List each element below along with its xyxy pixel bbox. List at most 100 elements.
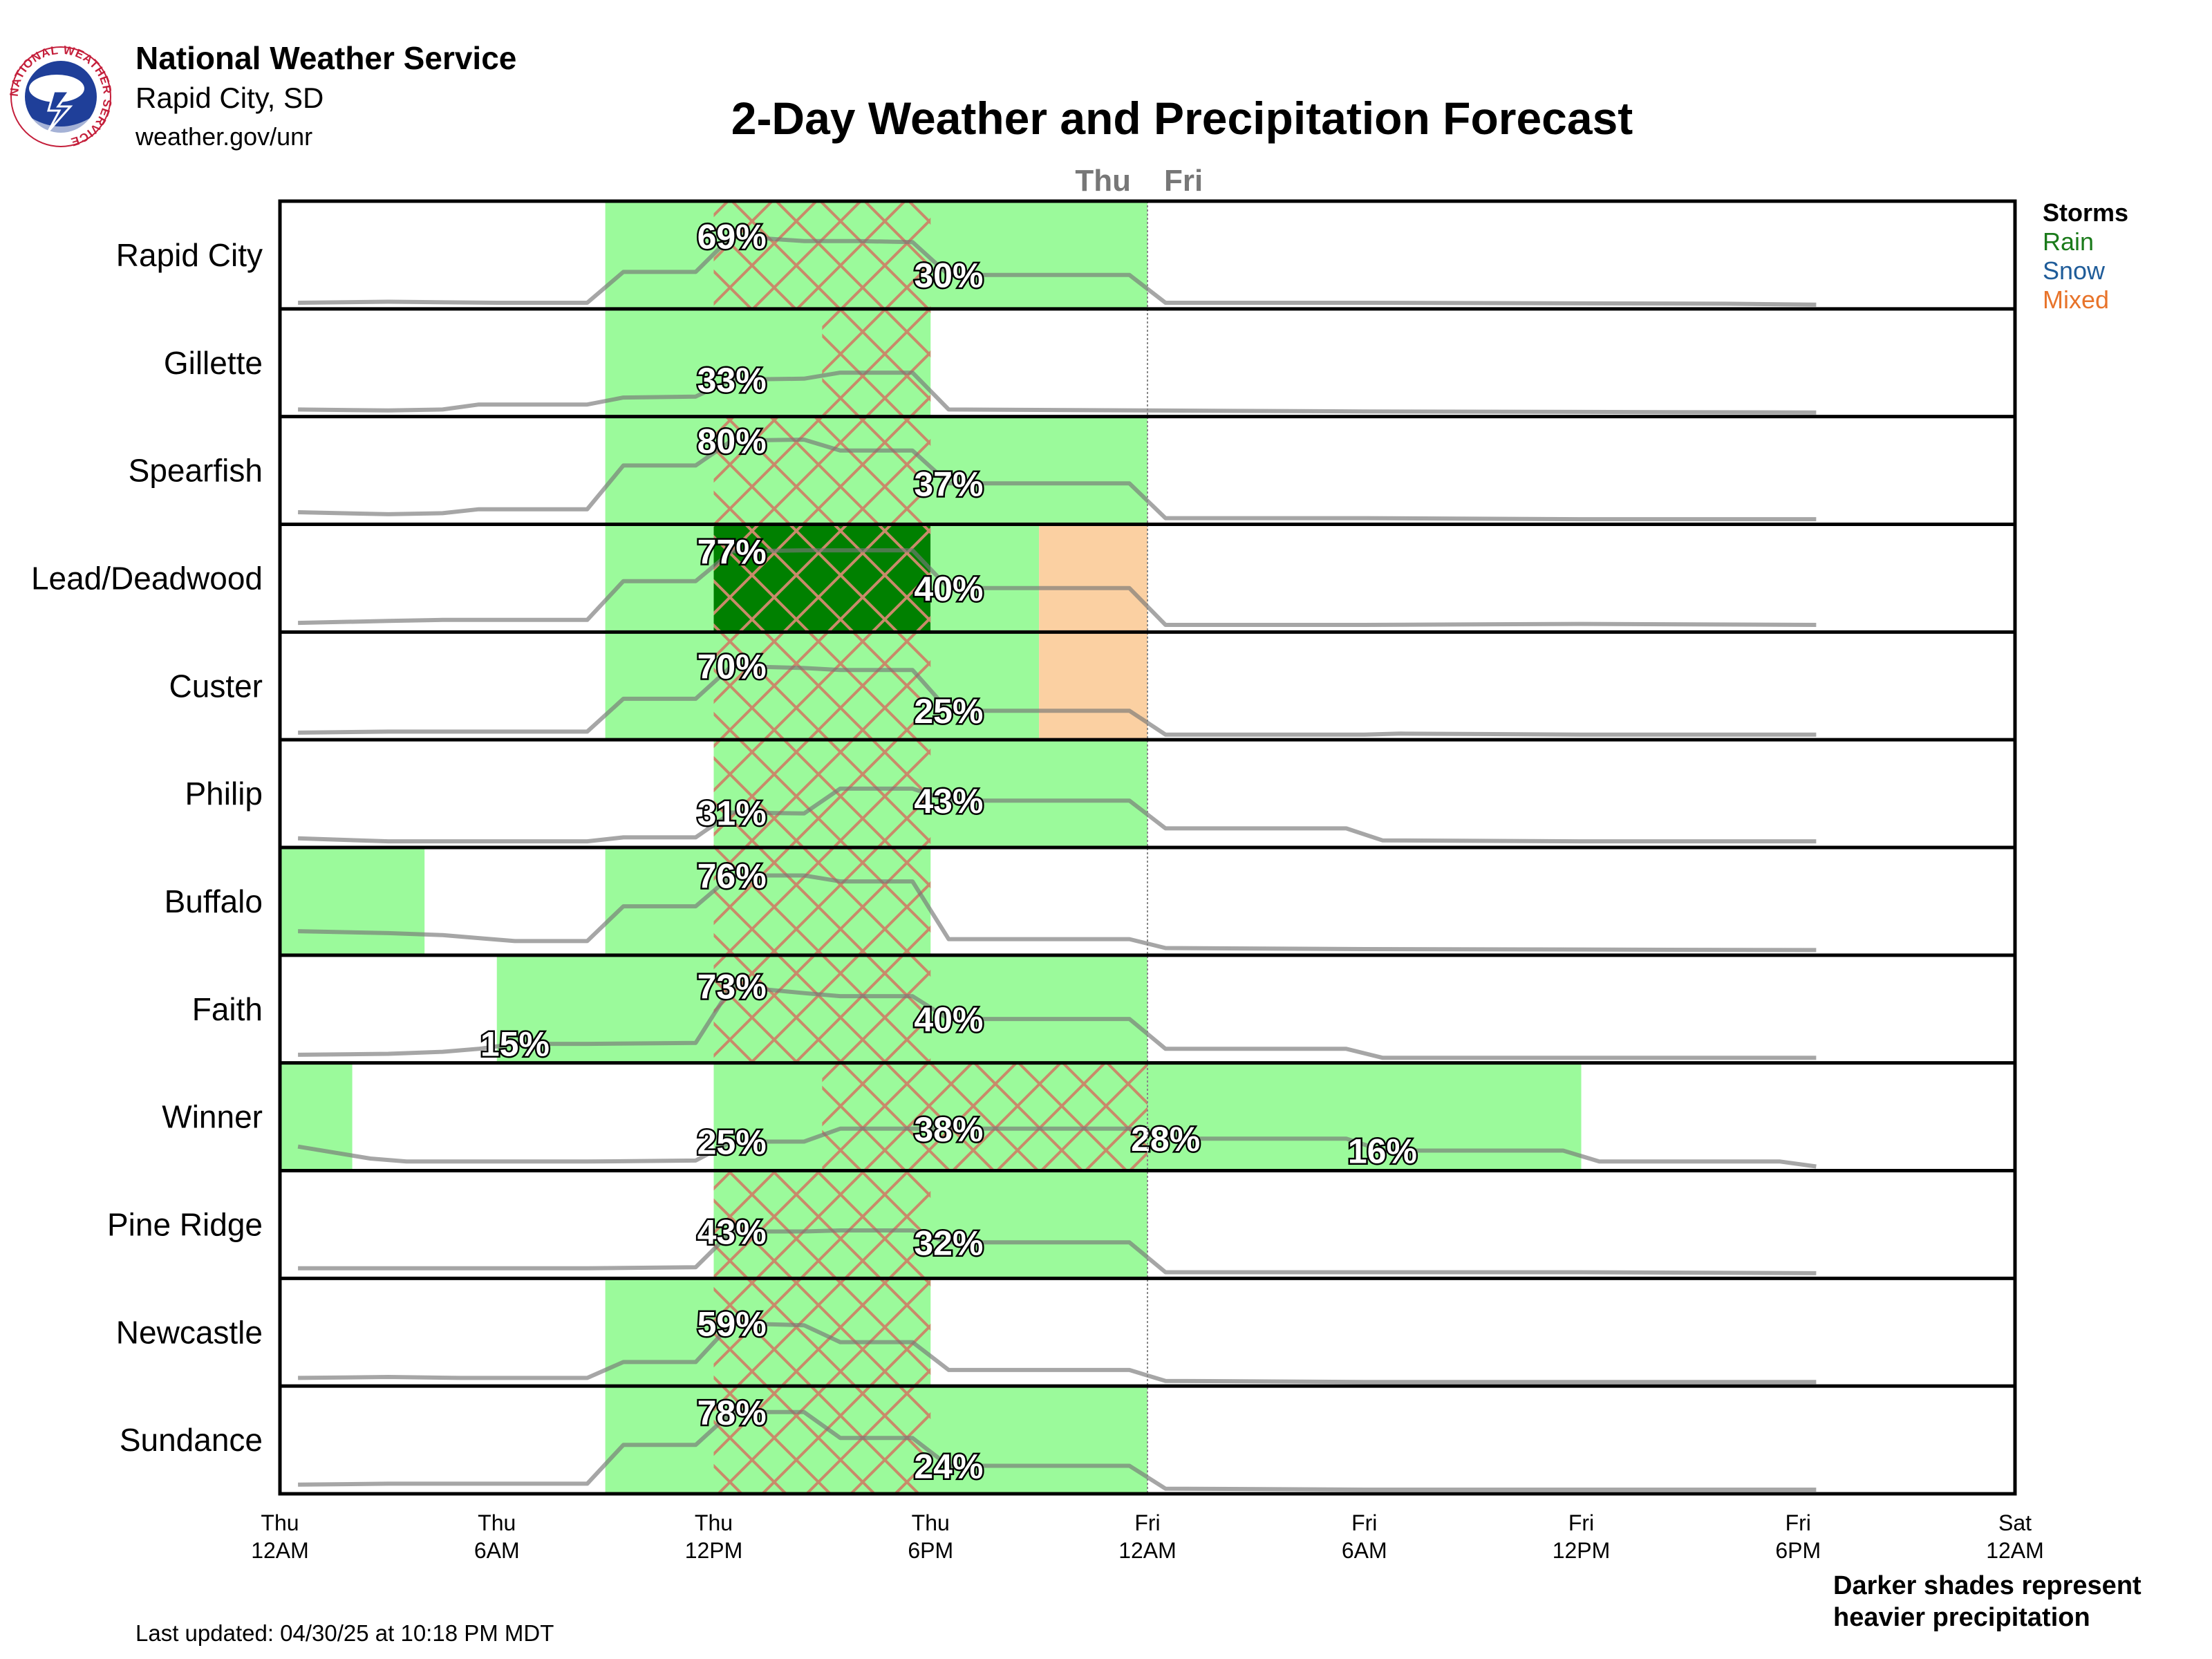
shade-note-line1: Darker shades represent xyxy=(1833,1571,2141,1600)
row-gillette: Gillette 33% xyxy=(164,308,1817,417)
legend-snow: Snow xyxy=(2043,256,2106,285)
pop-label: 28% xyxy=(1131,1120,1200,1159)
pop-line xyxy=(298,1321,1817,1385)
pop-label: 40% xyxy=(914,570,983,608)
legend-storms: Storms xyxy=(2043,198,2128,227)
storm-hatch xyxy=(713,524,931,632)
nws-logo: NATIONAL WEATHER SERVICE xyxy=(8,44,113,149)
pop-line xyxy=(297,1126,1817,1169)
x-tick-time: 6PM xyxy=(1775,1538,1821,1563)
row-spearfish: Spearfish 80% 37% xyxy=(129,416,1817,525)
x-tick-day: Fri xyxy=(1134,1510,1160,1535)
pop-label: 25% xyxy=(914,692,983,731)
x-tick-time: 6AM xyxy=(1342,1538,1387,1563)
storm-hatch xyxy=(713,847,931,955)
pop-line xyxy=(298,1409,1817,1492)
x-tick-time: 12PM xyxy=(685,1538,743,1563)
row-newcastle: Newcastle 59% xyxy=(116,1278,1817,1387)
pop-label: 43% xyxy=(914,782,983,821)
pop-line xyxy=(298,371,1817,415)
x-tick-day: Fri xyxy=(1785,1510,1811,1535)
row-sundance: Sundance 78% 24% xyxy=(120,1386,1817,1494)
plot-area: Rapid City 69% 30% Gillette 33% Spearfish 80% 3… xyxy=(31,164,2044,1563)
row-label-buffalo: Buffalo xyxy=(165,883,263,919)
row-faith: Faith 73% 15% 40% xyxy=(192,955,1817,1065)
row-label-sundance: Sundance xyxy=(120,1422,263,1458)
pop-label: 24% xyxy=(914,1447,983,1485)
day-mark-fri: Fri xyxy=(1164,164,1203,198)
row-buffalo: Buffalo 76% xyxy=(165,847,1817,955)
pop-label: 38% xyxy=(914,1110,983,1149)
storm-hatch xyxy=(822,1062,1147,1171)
row-custer: Custer 70% 25% xyxy=(169,632,1817,740)
row-philip: Philip 31% 43% xyxy=(185,740,1817,847)
x-tick-day: Fri xyxy=(1351,1510,1377,1535)
row-label-newcastle: Newcastle xyxy=(116,1314,263,1350)
legend-mixed: Mixed xyxy=(2043,285,2109,314)
x-tick-day: Thu xyxy=(261,1510,299,1535)
pop-line xyxy=(298,548,1817,627)
row-label-gillette: Gillette xyxy=(164,345,263,381)
legend: Storms Rain Snow Mixed xyxy=(2043,198,2128,314)
pop-label: 32% xyxy=(914,1224,983,1262)
x-tick-time: 6PM xyxy=(908,1538,953,1563)
pop-label: 15% xyxy=(480,1025,550,1064)
pop-label: 70% xyxy=(697,647,767,686)
x-tick-time: 12AM xyxy=(1118,1538,1177,1563)
pop-label: 43% xyxy=(697,1212,767,1251)
day-mark-thu: Thu xyxy=(1075,164,1131,198)
row-lead-deadwood: Lead/Deadwood 77% 40% xyxy=(31,524,1817,632)
pop-label: 80% xyxy=(697,422,767,460)
x-tick-day: Thu xyxy=(478,1510,516,1535)
pop-line xyxy=(298,1228,1817,1275)
row-label-spearfish: Spearfish xyxy=(129,453,263,489)
pop-label: 77% xyxy=(697,533,767,572)
x-tick-time: 6AM xyxy=(474,1538,520,1563)
row-rapid-city: Rapid City 69% 30% xyxy=(116,201,1817,309)
row-label-faith: Faith xyxy=(192,991,263,1027)
plot-frame xyxy=(278,199,2017,1496)
storm-hatch xyxy=(822,308,931,417)
legend-rain: Rain xyxy=(2043,227,2094,256)
pop-line xyxy=(298,438,1817,522)
org-name: National Weather Service xyxy=(135,40,516,76)
pop-line xyxy=(298,786,1817,844)
pop-line xyxy=(298,873,1817,953)
pop-label: 76% xyxy=(697,857,767,896)
row-label-philip: Philip xyxy=(185,776,263,812)
x-tick-day: Thu xyxy=(695,1510,733,1535)
pop-label: 40% xyxy=(914,1000,983,1039)
precip-block-rain xyxy=(280,847,425,955)
last-updated: Last updated: 04/30/25 at 10:18 PM MDT xyxy=(135,1620,554,1646)
storm-hatch xyxy=(713,1170,931,1279)
office-url[interactable]: weather.gov/unr xyxy=(135,122,312,151)
pop-label: 33% xyxy=(697,361,767,400)
row-pine-ridge: Pine Ridge 43% 32% xyxy=(107,1170,1817,1279)
pop-label: 69% xyxy=(697,218,767,256)
x-tick-day: Sat xyxy=(1998,1510,2032,1535)
precip-block-mixed xyxy=(1039,632,1147,740)
storm-hatch xyxy=(713,955,931,1063)
pop-label: 31% xyxy=(697,794,767,832)
x-tick-time: 12AM xyxy=(1986,1538,2044,1563)
shade-note-line2: heavier precipitation xyxy=(1833,1603,2090,1632)
pop-label: 59% xyxy=(697,1304,767,1343)
storm-hatch xyxy=(713,632,931,740)
pop-line xyxy=(298,664,1817,737)
pop-label: 78% xyxy=(697,1394,767,1432)
pop-label: 30% xyxy=(914,256,983,295)
row-label-pine-ridge: Pine Ridge xyxy=(107,1206,263,1242)
row-label-custer: Custer xyxy=(169,668,263,704)
chart-title: 2-Day Weather and Precipitation Forecast xyxy=(731,93,1633,144)
office-name: Rapid City, SD xyxy=(135,82,324,114)
pop-label: 25% xyxy=(697,1123,767,1162)
x-tick-time: 12AM xyxy=(251,1538,309,1563)
pop-label: 73% xyxy=(697,968,767,1006)
row-label-winner: Winner xyxy=(162,1099,263,1135)
precip-block-rain xyxy=(930,524,1040,632)
x-tick-day: Thu xyxy=(912,1510,950,1535)
pop-label: 16% xyxy=(1348,1132,1417,1170)
row-winner: Winner 25% 38% 28% 16% xyxy=(162,1062,1817,1172)
pop-line xyxy=(298,234,1817,307)
